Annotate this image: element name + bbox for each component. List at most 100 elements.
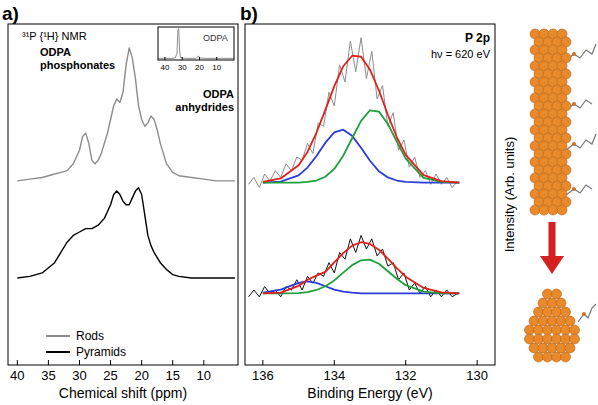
annotation-line: ODPA — [203, 88, 234, 100]
atom — [561, 352, 571, 362]
legend-swatch — [46, 351, 70, 353]
legend-label: Rods — [76, 329, 104, 343]
x-tick — [334, 360, 335, 365]
legend-swatch — [46, 335, 70, 337]
legend-label: Pyramids — [76, 345, 126, 359]
x-tick — [48, 360, 49, 365]
x-tick — [79, 360, 80, 365]
spectrum-line — [263, 130, 459, 183]
atom — [534, 334, 544, 344]
x-tick-label: 132 — [395, 368, 417, 383]
plot-frame — [8, 24, 238, 365]
nanocrystal-illustration — [525, 29, 597, 362]
atom — [529, 343, 539, 353]
x-tick-label: 10 — [212, 63, 221, 72]
x-tick-label: 25 — [103, 368, 117, 383]
atom — [534, 307, 544, 317]
atom — [552, 334, 562, 344]
series-group — [17, 48, 235, 278]
atom — [570, 325, 580, 335]
atom — [561, 307, 571, 317]
x-tick — [17, 360, 18, 365]
atom — [534, 352, 544, 362]
legend: Rods Pyramids — [46, 329, 126, 359]
spectrum-line — [158, 29, 234, 59]
atom — [561, 334, 571, 344]
x-tick-label: 15 — [165, 368, 179, 383]
ligand-atom — [572, 52, 576, 56]
x-tick — [141, 360, 142, 365]
y-axis-title: Intensity (Arb. units) — [502, 137, 517, 253]
x-tick-label: 40 — [10, 368, 24, 383]
plot-frame — [245, 24, 495, 365]
x-tick-label: 136 — [252, 368, 274, 383]
atom — [547, 298, 557, 308]
atom — [538, 343, 548, 353]
x-tick-label: 35 — [41, 368, 55, 383]
atom — [570, 334, 580, 344]
ligand-atom — [582, 312, 586, 316]
x-tick — [477, 360, 478, 365]
atom — [543, 334, 553, 344]
inset-title: ODPA — [203, 33, 228, 43]
ligand-atom — [572, 142, 576, 146]
atom — [552, 307, 562, 317]
atom — [525, 325, 535, 335]
panel-label: b) — [240, 3, 258, 24]
x-tick-label: 40 — [160, 63, 169, 72]
atom — [556, 316, 566, 326]
spectrum-line — [17, 188, 235, 278]
atom — [538, 298, 548, 308]
x-tick — [262, 360, 263, 365]
x-tick-label: 20 — [195, 63, 204, 72]
arrow-head — [540, 256, 564, 274]
annotation-line: phosphonates — [40, 59, 115, 71]
ligand-chain — [578, 304, 596, 322]
annotation: ODPAphosphonates — [40, 46, 115, 71]
atom — [556, 298, 566, 308]
figure: 40353025201510Chemical shift (ppm)a)³¹P … — [0, 0, 598, 405]
x-tick — [199, 57, 200, 60]
annotation: ³¹P {¹H} NMR — [22, 30, 87, 42]
spectrum-line — [17, 48, 235, 181]
x-axis-title: Binding Energy (eV) — [307, 385, 432, 401]
annotation-line: ODPA — [40, 46, 71, 58]
ligand-atom — [572, 187, 576, 191]
annotation: ODPAanhydrides — [175, 88, 234, 113]
annotation-line: anhydrides — [175, 101, 234, 113]
ligand-atom — [572, 102, 576, 106]
panel-1: 40 30 20 10 ODPA — [158, 27, 234, 72]
atom — [543, 307, 553, 317]
plot-frame — [158, 27, 234, 60]
x-tick — [182, 57, 183, 60]
atom — [530, 205, 540, 215]
atom — [538, 316, 548, 326]
atom — [543, 289, 553, 299]
atom — [561, 325, 571, 335]
arrow-shaft — [549, 222, 556, 258]
atom — [539, 205, 549, 215]
panel-label: a) — [2, 3, 19, 24]
spectrum-line — [249, 38, 458, 188]
inset-background — [158, 27, 234, 60]
spectrum-line — [263, 242, 459, 293]
atom — [543, 352, 553, 362]
atom — [548, 205, 558, 215]
atom — [543, 325, 553, 335]
atom — [565, 343, 575, 353]
x-tick — [164, 57, 165, 60]
spectrum-line — [263, 56, 459, 183]
atom — [547, 343, 557, 353]
panel-2: 136134132130Binding Energy (eV)Intensity… — [240, 3, 517, 401]
x-tick — [216, 57, 217, 60]
atom — [552, 352, 562, 362]
series-group — [158, 29, 234, 59]
x-tick — [110, 360, 111, 365]
annotation: hν = 620 eV — [431, 48, 491, 60]
x-tick — [405, 360, 406, 365]
atom — [534, 325, 544, 335]
x-tick — [203, 360, 204, 365]
annotation: P 2p — [465, 31, 490, 45]
x-tick-label: 30 — [178, 63, 187, 72]
atom — [547, 316, 557, 326]
